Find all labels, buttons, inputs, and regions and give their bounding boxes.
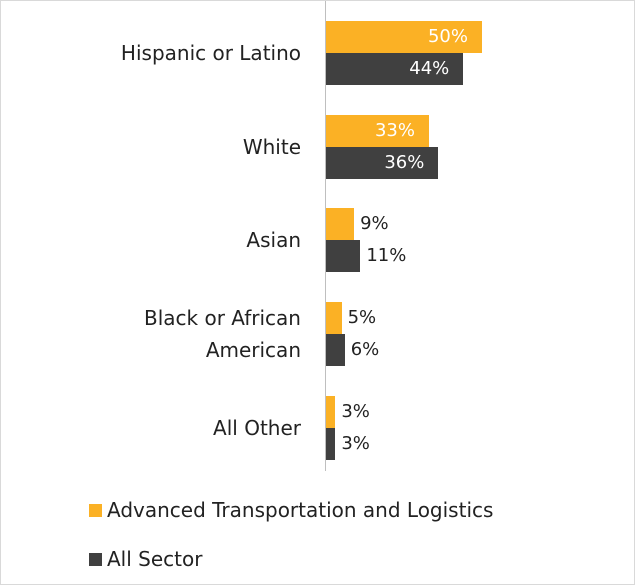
bar — [326, 427, 336, 460]
value-label: 3% — [341, 432, 370, 454]
bar — [326, 395, 336, 428]
category-label: White — [242, 134, 301, 159]
bar — [326, 114, 429, 147]
legend-label: All Sector — [107, 547, 203, 571]
bar — [326, 146, 439, 179]
value-label: 44% — [409, 58, 450, 79]
axis-line — [325, 1, 326, 471]
legend-swatch — [89, 553, 102, 566]
bar — [326, 334, 345, 367]
value-label: 50% — [427, 26, 468, 47]
value-label: 11% — [366, 245, 407, 267]
value-label: 9% — [360, 213, 389, 235]
value-label: 36% — [384, 151, 425, 173]
legend-label: Advanced Transportation and Logistics — [107, 498, 494, 522]
value-label: 6% — [350, 339, 380, 361]
legend-swatch — [89, 504, 102, 517]
value-label: 5% — [347, 307, 377, 329]
category-label: All Other — [213, 415, 301, 440]
value-label: 33% — [374, 119, 415, 141]
bar — [326, 302, 342, 335]
category-label: Black or African American — [143, 306, 301, 363]
bar — [326, 53, 464, 85]
bar — [326, 21, 482, 53]
category-label: Asian — [246, 228, 301, 253]
bar — [326, 208, 355, 241]
bar — [326, 240, 361, 273]
value-label: 3% — [341, 400, 370, 422]
category-label: Hispanic or Latino — [120, 41, 301, 65]
